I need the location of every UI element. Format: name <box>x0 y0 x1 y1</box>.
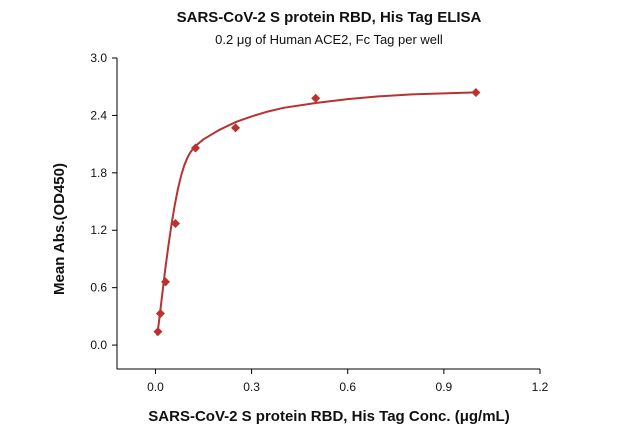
x-tick-label: 0.6 <box>339 380 356 394</box>
y-tick-label: 0.0 <box>90 338 107 352</box>
data-point <box>153 327 163 337</box>
y-tick-label: 3.0 <box>90 51 107 65</box>
data-point <box>311 93 321 103</box>
x-tick-label: 0.3 <box>243 380 260 394</box>
x-axis-label: SARS-CoV-2 S protein RBD, His Tag Conc. … <box>148 408 509 425</box>
axes <box>116 58 540 370</box>
data-point <box>160 277 170 287</box>
data-point <box>471 87 481 97</box>
data-points <box>153 87 481 337</box>
data-point <box>191 143 201 153</box>
fit-curve <box>156 91 476 336</box>
y-tick-label: 2.4 <box>90 108 107 122</box>
chart-subtitle: 0.2 μg of Human ACE2, Fc Tag per well <box>215 32 443 47</box>
data-point <box>231 123 241 133</box>
x-tick-label: 1.2 <box>532 380 549 394</box>
data-point <box>170 219 180 229</box>
y-tick-label: 0.6 <box>90 281 107 295</box>
y-tick-label: 1.8 <box>90 166 107 180</box>
x-tick-label: 0.0 <box>147 380 164 394</box>
y-ticks: 0.0 0.6 1.2 1.8 2.4 3.0 <box>90 51 117 352</box>
x-tick-label: 0.9 <box>436 380 453 394</box>
y-axis-label: Mean Abs.(OD450) <box>51 163 68 295</box>
data-point <box>155 308 165 318</box>
chart-title: SARS-CoV-2 S protein RBD, His Tag ELISA <box>177 9 482 26</box>
x-ticks: 0.0 0.3 0.6 0.9 1.2 <box>147 369 549 394</box>
y-tick-label: 1.2 <box>90 223 107 237</box>
